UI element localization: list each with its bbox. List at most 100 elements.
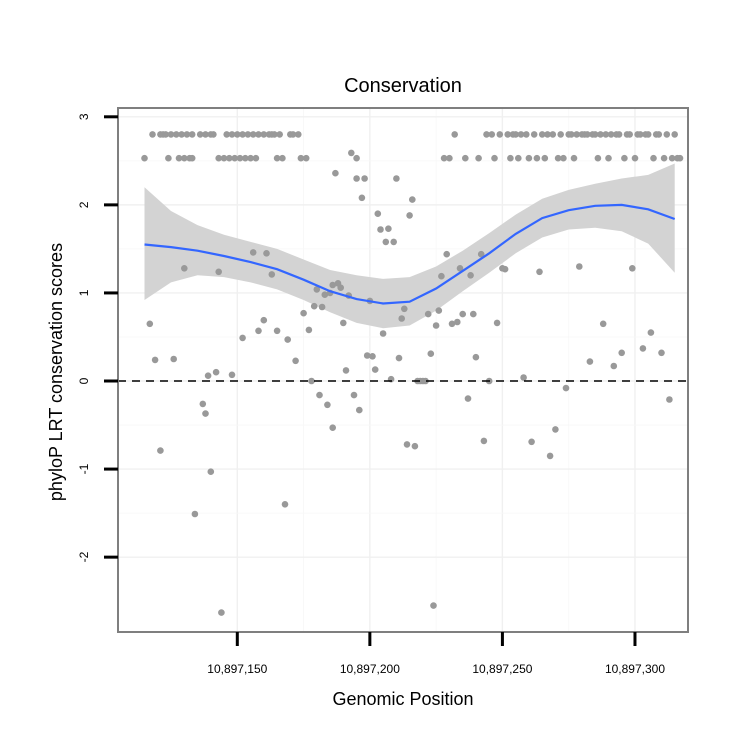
data-point bbox=[284, 336, 292, 343]
data-point bbox=[454, 318, 461, 326]
data-point bbox=[337, 284, 345, 292]
data-point bbox=[342, 367, 350, 374]
data-point bbox=[591, 131, 599, 138]
data-point bbox=[570, 154, 578, 162]
data-point bbox=[443, 250, 451, 258]
data-point bbox=[279, 154, 286, 162]
data-point bbox=[188, 131, 196, 138]
data-point bbox=[626, 131, 633, 138]
data-point bbox=[554, 154, 562, 162]
data-point bbox=[244, 131, 252, 138]
data-point bbox=[409, 196, 416, 203]
data-point bbox=[316, 391, 323, 399]
data-point bbox=[560, 154, 567, 162]
data-point bbox=[210, 131, 217, 138]
data-point bbox=[488, 131, 496, 138]
data-point bbox=[358, 194, 366, 202]
data-point bbox=[666, 396, 673, 403]
data-point bbox=[655, 131, 663, 138]
data-point bbox=[538, 131, 546, 138]
data-point bbox=[379, 330, 387, 337]
data-point bbox=[218, 609, 225, 616]
data-point bbox=[504, 131, 512, 138]
data-point bbox=[483, 131, 490, 138]
data-point bbox=[557, 131, 564, 138]
data-point bbox=[599, 320, 607, 328]
data-point bbox=[610, 362, 618, 370]
data-point bbox=[493, 319, 501, 327]
data-point bbox=[528, 438, 535, 446]
data-point bbox=[411, 442, 419, 450]
data-point bbox=[263, 250, 270, 257]
data-point bbox=[660, 154, 668, 162]
data-point bbox=[151, 356, 159, 364]
data-point bbox=[223, 131, 230, 138]
data-point bbox=[663, 131, 671, 138]
data-point bbox=[597, 131, 604, 138]
data-point bbox=[202, 131, 209, 138]
data-point bbox=[631, 154, 639, 162]
data-point bbox=[615, 131, 623, 138]
y-tick-label: -2 bbox=[77, 551, 91, 562]
data-point bbox=[403, 441, 411, 448]
x-axis-label: Genomic Position bbox=[332, 689, 473, 709]
data-point bbox=[467, 272, 474, 279]
data-point bbox=[517, 131, 525, 138]
data-point bbox=[629, 265, 636, 272]
data-point bbox=[300, 309, 307, 317]
data-point bbox=[350, 391, 358, 399]
data-point bbox=[271, 131, 278, 138]
data-point bbox=[149, 131, 156, 138]
y-tick-label: 3 bbox=[77, 113, 91, 120]
data-point bbox=[302, 154, 310, 162]
data-point bbox=[183, 131, 191, 138]
data-point bbox=[215, 154, 222, 162]
data-point bbox=[353, 154, 360, 162]
data-point bbox=[170, 355, 177, 363]
data-point bbox=[584, 131, 591, 138]
confidence-band bbox=[144, 163, 675, 329]
data-point bbox=[255, 131, 262, 138]
data-point bbox=[305, 326, 313, 334]
data-point bbox=[382, 238, 390, 246]
data-point bbox=[668, 154, 676, 162]
data-point bbox=[621, 154, 628, 162]
data-point bbox=[188, 154, 196, 162]
data-point bbox=[329, 424, 337, 432]
data-point bbox=[353, 175, 360, 182]
data-point bbox=[329, 281, 337, 289]
data-point bbox=[308, 377, 315, 385]
data-point bbox=[637, 131, 644, 138]
y-tick-label: 2 bbox=[77, 201, 91, 208]
data-point bbox=[273, 327, 281, 335]
data-point bbox=[671, 131, 678, 138]
data-point bbox=[658, 349, 665, 357]
data-point bbox=[340, 319, 347, 327]
data-point bbox=[472, 353, 480, 361]
data-point bbox=[459, 310, 467, 318]
data-point bbox=[191, 510, 199, 518]
data-point bbox=[602, 131, 610, 138]
data-point bbox=[181, 265, 188, 272]
data-point bbox=[464, 395, 472, 402]
data-point bbox=[207, 468, 215, 476]
data-point bbox=[644, 131, 652, 138]
data-point bbox=[594, 154, 602, 162]
smooth-trend-line bbox=[144, 203, 676, 305]
data-point bbox=[456, 265, 464, 272]
y-tick-label: 0 bbox=[77, 377, 91, 384]
data-point bbox=[226, 154, 233, 162]
data-point bbox=[249, 131, 257, 138]
data-point bbox=[406, 212, 413, 219]
data-point bbox=[181, 154, 188, 162]
data-point bbox=[438, 272, 445, 280]
data-point bbox=[157, 447, 164, 454]
data-point bbox=[568, 131, 575, 138]
data-point bbox=[173, 131, 180, 138]
x-tick-label: 10,897,300 bbox=[605, 662, 665, 676]
data-point bbox=[430, 602, 437, 609]
data-point bbox=[401, 305, 408, 313]
data-point bbox=[424, 310, 432, 318]
data-point bbox=[427, 350, 435, 358]
